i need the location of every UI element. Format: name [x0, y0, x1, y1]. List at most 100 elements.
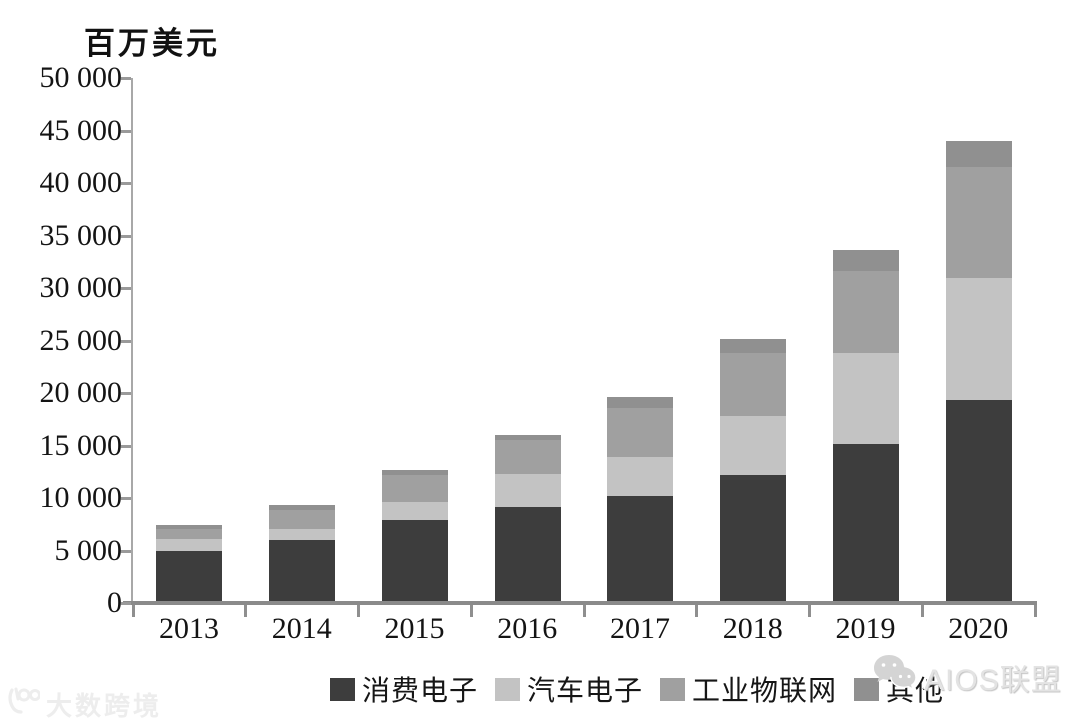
y-axis-tick	[121, 444, 131, 448]
bar-segment-消费电子	[494, 506, 561, 601]
bar-segment-其他	[494, 435, 561, 441]
x-axis-tick	[808, 605, 811, 617]
legend-label: 工业物联网	[692, 676, 838, 707]
stacked-bar-2020	[945, 141, 1012, 601]
bar-segment-汽车电子	[832, 353, 899, 444]
x-axis-tick-label: 2020	[948, 612, 1009, 645]
x-axis-line	[123, 601, 1037, 605]
bar-segment-汽车电子	[156, 539, 223, 551]
stacked-bar-2018	[720, 338, 787, 601]
bar-segment-工业物联网	[381, 475, 448, 503]
bar-segment-工业物联网	[720, 353, 787, 417]
dashukuajing-watermark: 大数跨境	[6, 686, 162, 723]
y-axis-tick-label: 30 000	[39, 271, 123, 304]
y-axis-tick	[121, 129, 131, 133]
x-axis-tick-label: 2015	[384, 612, 445, 645]
bar-segment-其他	[945, 141, 1012, 168]
bar-segment-消费电子	[381, 520, 448, 601]
bar-segment-汽车电子	[945, 277, 1012, 401]
x-axis-tick-label: 2017	[610, 612, 670, 645]
bar-segment-汽车电子	[494, 473, 561, 507]
x-axis-tick	[244, 605, 248, 617]
bar-segment-消费电子	[720, 475, 787, 601]
y-axis-tick-label: 5 000	[54, 533, 123, 567]
bar-segment-消费电子	[945, 400, 1012, 601]
y-axis-unit-label: 百万美元	[84, 26, 220, 61]
y-axis-tick-label: 50 000	[39, 61, 123, 94]
y-axis-tick	[121, 497, 131, 500]
x-axis-tick	[695, 605, 699, 617]
bar-segment-汽车电子	[607, 457, 674, 496]
bar-segment-其他	[156, 525, 223, 529]
bar-segment-消费电子	[156, 550, 223, 601]
bar-segment-汽车电子	[720, 416, 787, 475]
y-axis-tick	[121, 182, 131, 185]
y-axis-tick-label: 0	[107, 586, 122, 619]
legend-swatch	[330, 677, 355, 701]
bar-segment-工业物联网	[494, 440, 561, 474]
y-axis-tick	[121, 392, 131, 395]
aios-watermark: AIOS联盟	[872, 652, 1062, 702]
x-axis-tick	[920, 605, 924, 617]
y-axis-tick	[121, 77, 131, 80]
legend-item-消费电子: 消费电子	[330, 669, 478, 709]
y-axis-tick	[121, 339, 131, 343]
bar-segment-消费电子	[832, 443, 899, 601]
stacked-bar-2013	[156, 525, 223, 601]
y-axis-tick	[121, 602, 131, 605]
x-axis-tick-label: 2019	[835, 612, 896, 645]
wechat-icon	[872, 652, 918, 702]
y-axis-tick	[121, 287, 131, 290]
x-axis-tick-label: 2014	[271, 612, 332, 645]
x-axis-tick-label: 2016	[497, 612, 558, 645]
y-axis-tick-label: 40 000	[39, 166, 123, 199]
bar-segment-其他	[607, 397, 674, 408]
stacked-bar-2015	[381, 469, 448, 601]
legend-item-汽车电子: 汽车电子	[495, 669, 643, 709]
dashukuajing-logo-icon	[6, 686, 41, 723]
aios-watermark-label: AIOS联盟	[924, 664, 1062, 697]
legend-label: 汽车电子	[527, 676, 644, 707]
bar-segment-工业物联网	[156, 528, 223, 540]
bar-segment-消费电子	[269, 540, 336, 601]
dashukuajing-watermark-label: 大数跨境	[46, 691, 163, 721]
x-axis-tick	[357, 605, 360, 617]
bar-segment-工业物联网	[269, 509, 336, 529]
y-axis-tick	[121, 549, 131, 553]
stacked-bar-2017	[607, 397, 674, 601]
x-axis-tick	[131, 605, 135, 617]
x-axis-tick	[582, 605, 586, 617]
legend-label: 消费电子	[362, 676, 479, 707]
y-axis-tick-label: 35 000	[39, 218, 123, 252]
y-axis-tick	[121, 234, 131, 238]
y-axis-tick-label: 10 000	[39, 481, 123, 514]
bar-segment-其他	[832, 250, 899, 272]
bar-segment-工业物联网	[945, 167, 1012, 278]
legend-swatch	[495, 677, 521, 701]
legend-swatch	[660, 677, 686, 701]
bar-segment-其他	[720, 338, 787, 354]
x-axis-tick	[1033, 605, 1037, 617]
y-axis-tick-label: 15 000	[39, 428, 123, 462]
bar-segment-其他	[269, 505, 336, 510]
legend: 消费电子 汽车电子 工业物联网 其他	[330, 669, 944, 709]
x-axis-tick-label: 2013	[159, 612, 219, 645]
y-axis-line	[131, 78, 133, 605]
bar-segment-其他	[381, 469, 448, 476]
plot-area	[121, 77, 1037, 617]
bar-segment-工业物联网	[607, 407, 674, 458]
bar-segment-工业物联网	[832, 271, 899, 354]
legend-item-工业物联网: 工业物联网	[660, 669, 837, 709]
x-axis-tick-label: 2018	[722, 612, 783, 645]
stacked-bar-2016	[494, 435, 561, 601]
stacked-bar-2014	[269, 505, 336, 601]
y-axis-tick-label: 45 000	[39, 113, 123, 147]
bar-segment-汽车电子	[269, 528, 336, 541]
legend-swatch	[854, 677, 880, 701]
bar-segment-汽车电子	[381, 502, 448, 521]
stacked-bar-2019	[832, 250, 899, 601]
y-axis-tick-label: 25 000	[39, 323, 123, 357]
bar-segment-消费电子	[607, 496, 674, 601]
y-axis-tick-label: 20 000	[39, 376, 123, 409]
